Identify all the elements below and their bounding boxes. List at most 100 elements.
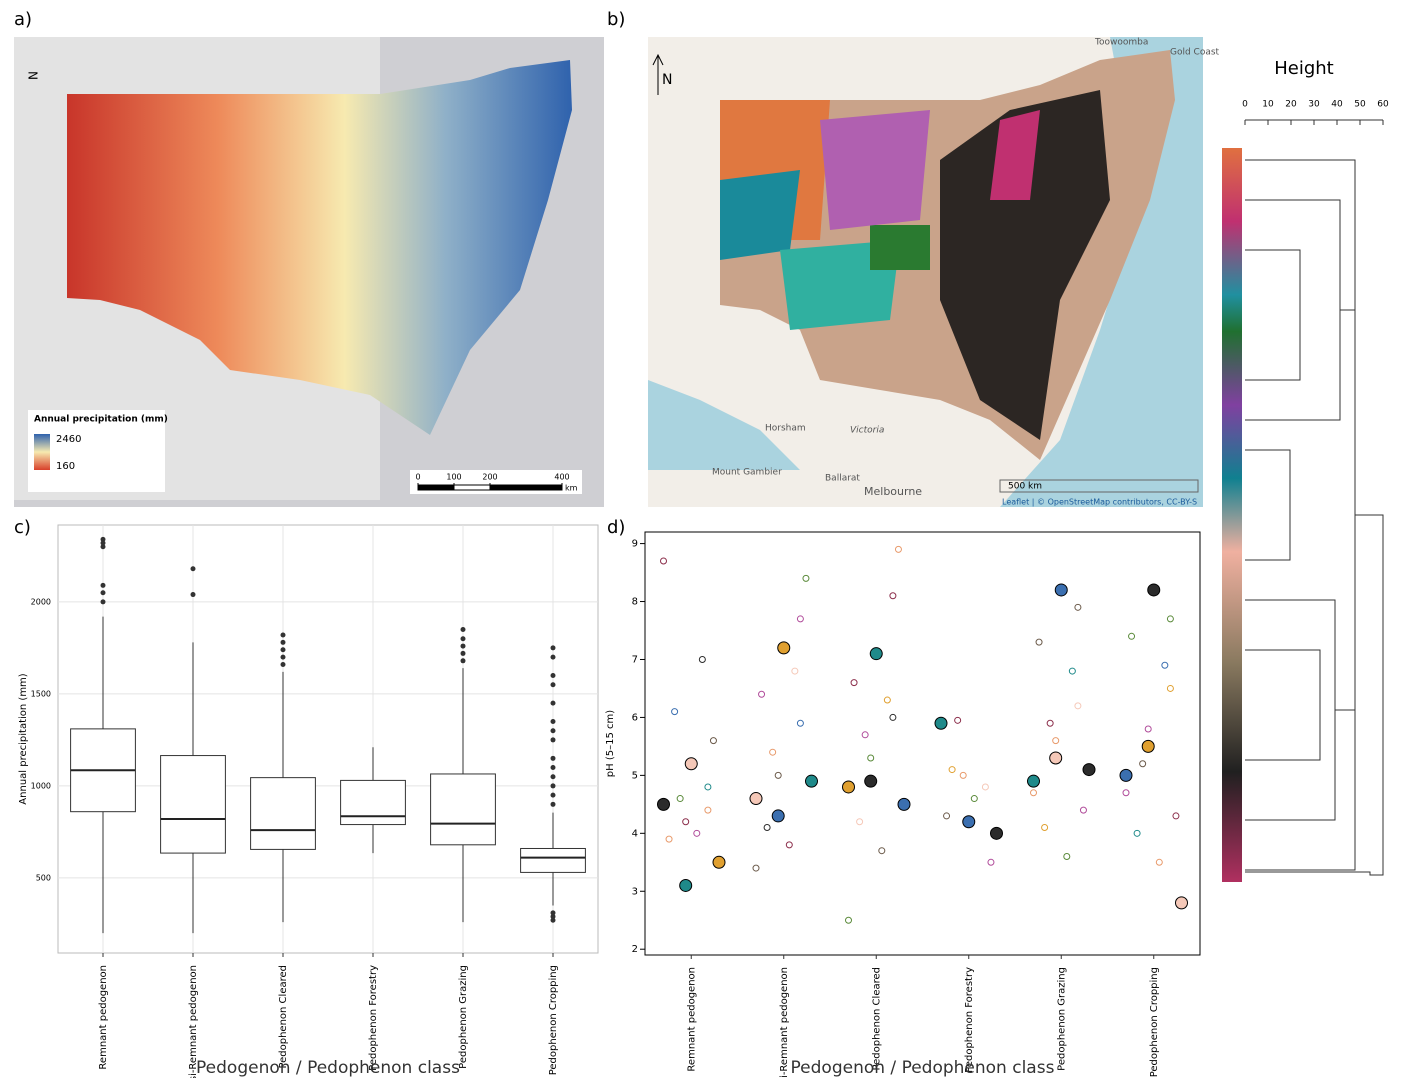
x-tick-label: Pedophenon Forestry (368, 965, 379, 1071)
point (1128, 632, 1136, 640)
x-tick-label: Pedophenon Cleared (871, 967, 882, 1071)
point (1041, 824, 1049, 832)
point (1074, 702, 1082, 710)
point (682, 818, 690, 826)
point (1027, 774, 1040, 788)
panel-label: a) (14, 9, 32, 30)
outlier (550, 801, 556, 807)
point (894, 545, 902, 553)
point (1166, 615, 1174, 623)
box (160, 755, 226, 854)
point (948, 766, 956, 774)
outlier (550, 728, 556, 734)
y-tick-label: 2 (632, 944, 638, 955)
point (693, 829, 701, 837)
x-tick-label: Remnant pedogenon (686, 967, 697, 1072)
point (758, 690, 766, 698)
place-label: Mount Gambier (712, 468, 782, 478)
y-tick-label: 9 (632, 539, 638, 550)
dendrogram-tree (1245, 159, 1384, 876)
y-tick-label: 1500 (31, 689, 51, 698)
legend-bar (34, 434, 50, 470)
point (791, 667, 799, 675)
scale-bar (999, 479, 1199, 493)
outlier (460, 650, 466, 656)
point (1049, 751, 1063, 765)
tick-label: 30 (1308, 100, 1320, 110)
box (250, 777, 316, 850)
panel-label: d) (607, 517, 625, 538)
outlier (550, 792, 556, 798)
outlier (550, 737, 556, 743)
outlier (280, 647, 286, 653)
y-tick-label: 6 (632, 712, 638, 723)
point (962, 815, 976, 829)
x-tick-label: Remnant pedogenon (98, 965, 109, 1070)
point (869, 647, 883, 661)
x-axis-label: Pedogenon / Pedophenon class (791, 1058, 1055, 1078)
point (889, 592, 897, 600)
place-label: Toowoomba (1094, 38, 1148, 48)
scale-segment (489, 484, 563, 491)
point (660, 557, 667, 565)
point (861, 731, 869, 739)
place-label: Horsham (765, 424, 806, 434)
outlier (550, 700, 556, 706)
point (777, 641, 791, 655)
point (712, 855, 726, 869)
plot-area (57, 524, 599, 954)
box (430, 773, 496, 846)
legend-max: 2460 (56, 434, 81, 445)
x-tick-label: Quasi-Remnant pedogenon (779, 967, 790, 1078)
mosaic-patch (820, 110, 930, 230)
y-tick-label: 500 (36, 873, 51, 882)
outlier (100, 540, 106, 546)
outlier (550, 765, 556, 771)
point (883, 696, 891, 704)
outlier (190, 592, 196, 598)
point (769, 748, 777, 756)
point (990, 826, 1003, 840)
place-label: Victoria (850, 426, 884, 436)
point (771, 809, 785, 823)
legend-min: 160 (56, 461, 75, 472)
point (1030, 789, 1037, 797)
point (850, 679, 858, 687)
point (1144, 725, 1152, 733)
outlier (460, 658, 466, 664)
x-tick-label: Pedophenon Cleared (278, 965, 289, 1069)
point (709, 737, 717, 745)
point (1139, 760, 1147, 768)
point (665, 835, 673, 843)
scale-tick-label: 0 (415, 473, 420, 482)
outlier (550, 774, 556, 780)
outlier (550, 917, 556, 923)
point (1052, 737, 1060, 745)
dendrogram-title: Height (1274, 58, 1334, 79)
point (954, 716, 962, 724)
point (1147, 583, 1161, 597)
outlier (550, 654, 556, 660)
x-tick-label: Pedophenon Grazing (1056, 967, 1067, 1071)
point (704, 783, 712, 791)
outlier (460, 643, 466, 649)
point (1074, 603, 1082, 611)
point (676, 795, 684, 803)
outlier (100, 599, 106, 605)
plot-area (644, 531, 1201, 956)
point (671, 708, 679, 716)
scale-tick-label: 100 (446, 473, 461, 482)
point (704, 806, 712, 814)
point (959, 771, 967, 779)
point (763, 824, 771, 832)
point (802, 574, 810, 582)
x-tick-label: Pedophenon Forestry (964, 967, 975, 1073)
point (752, 864, 760, 872)
y-tick-label: 3 (632, 886, 638, 897)
outlier (550, 645, 556, 651)
x-tick-label: Quasi-Remnant pedogenon (188, 965, 199, 1078)
precipitation-raster (67, 60, 572, 435)
point (897, 797, 911, 811)
y-axis-label: pH (5–15 cm) (605, 710, 616, 777)
